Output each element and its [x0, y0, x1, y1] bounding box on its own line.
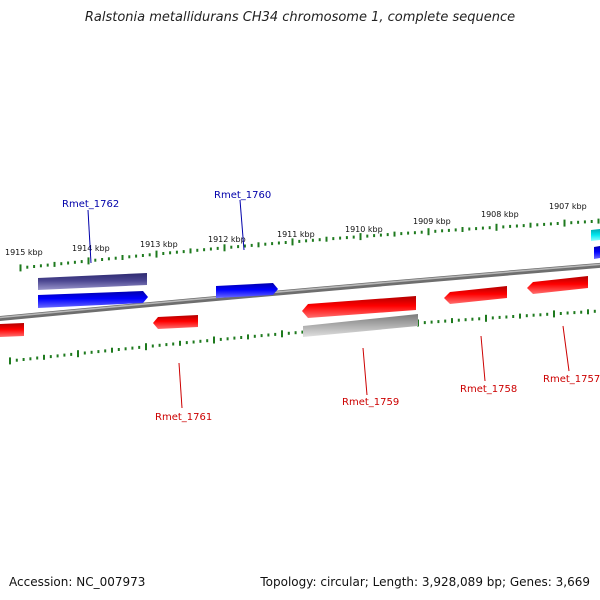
- accession-number: Accession: NC_007973: [9, 575, 146, 589]
- feature-grey[interactable]: [303, 314, 418, 337]
- chromosome-backbone-highlight: [0, 263, 600, 319]
- gene-label-rmet-1760[interactable]: Rmet_1760: [214, 190, 271, 201]
- cds-reverse-rmet-1757[interactable]: [527, 276, 588, 294]
- leader-rmet-1757: [562, 325, 570, 372]
- leader-rmet-1761: [178, 362, 183, 409]
- gene-label-rmet-1759[interactable]: Rmet_1759: [342, 397, 399, 408]
- leader-rmet-1760: [239, 199, 245, 251]
- label-leaders: [87, 199, 570, 409]
- kbp-label: 1907 kbp: [549, 202, 587, 211]
- gene-label-rmet-1762[interactable]: Rmet_1762: [62, 199, 119, 210]
- feature-purple[interactable]: [38, 273, 147, 290]
- kbp-label: 1910 kbp: [345, 225, 383, 234]
- kbp-label: 1915 kbp: [5, 248, 43, 257]
- feature-cyan[interactable]: [591, 229, 600, 241]
- cds-reverse-rmet-1759[interactable]: [302, 296, 416, 318]
- kbp-label: 1913 kbp: [140, 240, 178, 249]
- map-title: Ralstonia metallidurans CH34 chromosome …: [84, 10, 516, 25]
- kbp-label: 1914 kbp: [72, 244, 110, 253]
- leader-rmet-1759: [362, 347, 368, 396]
- reverse-features: [0, 276, 588, 337]
- leader-rmet-1762: [87, 209, 92, 264]
- cds-reverse-edge[interactable]: [0, 323, 24, 337]
- cds-reverse-rmet-1758[interactable]: [444, 286, 507, 304]
- chromosome-backbone: [0, 262, 600, 322]
- cds-forward-edge[interactable]: [594, 246, 600, 259]
- kbp-scale-labels: 1915 kbp 1914 kbp 1913 kbp 1912 kbp 1911…: [5, 202, 587, 257]
- gene-label-rmet-1758[interactable]: Rmet_1758: [460, 384, 517, 395]
- cds-forward-rmet-1760[interactable]: [216, 283, 278, 298]
- kbp-label: 1911 kbp: [277, 230, 315, 239]
- forward-features: [38, 229, 600, 308]
- kbp-label: 1908 kbp: [481, 210, 519, 219]
- gene-label-rmet-1761[interactable]: Rmet_1761: [155, 412, 212, 423]
- kbp-label: 1912 kbp: [208, 235, 246, 244]
- cds-reverse-rmet-1761[interactable]: [153, 315, 198, 329]
- gene-labels: Rmet_1762 Rmet_1760 Rmet_1761 Rmet_1759 …: [62, 190, 600, 423]
- kbp-label: 1909 kbp: [413, 217, 451, 226]
- scale-ticks-forward: [19, 218, 600, 272]
- gene-label-rmet-1757[interactable]: Rmet_1757: [543, 374, 600, 385]
- scale-ticks-reverse: [9, 309, 596, 365]
- genome-info: Topology: circular; Length: 3,928,089 bp…: [260, 575, 590, 589]
- leader-rmet-1758: [480, 335, 486, 382]
- cds-forward-rmet-1762[interactable]: [38, 291, 148, 308]
